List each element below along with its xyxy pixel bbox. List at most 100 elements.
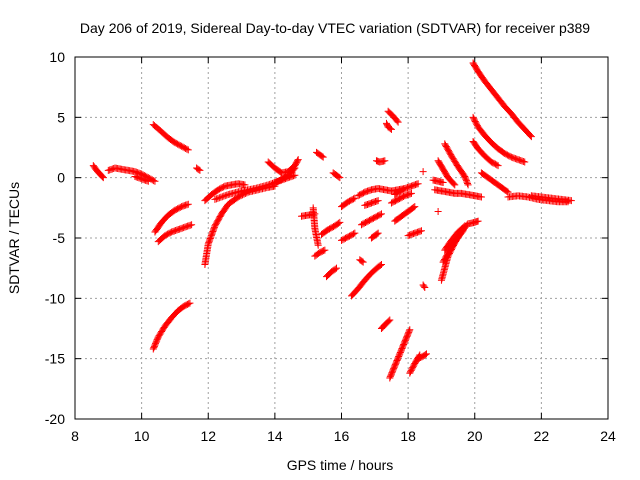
data-point <box>336 174 344 182</box>
data-point <box>464 181 472 189</box>
data-point <box>373 230 381 238</box>
data-point <box>376 211 384 219</box>
data-point <box>420 282 428 290</box>
data-point <box>150 177 158 185</box>
data-point <box>393 117 401 125</box>
data-point <box>410 203 418 211</box>
data-point <box>314 241 322 249</box>
data-point <box>333 264 341 272</box>
data-point <box>414 180 422 188</box>
plot-points <box>89 59 575 382</box>
data-point <box>214 194 222 202</box>
data-point <box>386 316 394 324</box>
data-point <box>494 162 502 170</box>
data-point <box>144 177 152 185</box>
x-tick-label: 24 <box>600 428 616 444</box>
data-point <box>434 207 442 215</box>
data-point <box>377 261 385 269</box>
data-point <box>349 230 357 238</box>
data-point <box>358 257 366 265</box>
data-point <box>474 217 482 225</box>
y-tick-label: -20 <box>45 411 65 427</box>
data-point <box>266 180 274 188</box>
data-point <box>567 197 575 205</box>
chart-title: Day 206 of 2019, Sidereal Day-to-day VTE… <box>80 20 590 36</box>
data-point <box>336 218 344 226</box>
data-point <box>294 156 302 164</box>
x-tick-label: 10 <box>134 428 150 444</box>
y-tick-label: 10 <box>49 49 65 65</box>
data-point <box>451 181 459 189</box>
data-point <box>407 189 415 197</box>
data-point <box>503 187 511 195</box>
data-point <box>421 351 429 359</box>
x-axis-label: GPS time / hours <box>287 457 394 473</box>
data-point <box>421 283 429 291</box>
data-point <box>239 191 247 199</box>
data-point <box>381 157 389 165</box>
data-point <box>188 221 196 229</box>
data-point <box>218 193 226 201</box>
data-point <box>374 229 382 237</box>
data-point <box>184 146 192 154</box>
plot-frame <box>74 56 609 420</box>
x-tick-label: 8 <box>71 428 79 444</box>
data-point <box>195 166 203 174</box>
y-tick-label: -10 <box>45 290 65 306</box>
data-point <box>349 195 357 203</box>
data-point <box>335 219 343 227</box>
data-point <box>223 191 231 199</box>
data-point <box>221 192 229 200</box>
data-point <box>521 158 529 166</box>
data-point <box>267 180 275 188</box>
data-point <box>183 145 191 153</box>
data-point <box>464 179 472 187</box>
data-point <box>319 153 327 161</box>
data-point <box>318 152 326 160</box>
data-point <box>151 177 159 185</box>
data-point <box>406 326 414 334</box>
data-point <box>335 173 343 181</box>
data-point <box>493 161 501 169</box>
data-point <box>374 197 382 205</box>
x-tick-label: 18 <box>400 428 416 444</box>
y-axis-label: SDTVAR / TECUs <box>6 182 22 294</box>
data-point <box>417 227 425 235</box>
data-point <box>385 317 393 325</box>
data-point <box>450 180 458 188</box>
data-point <box>399 186 407 194</box>
data-point <box>359 258 367 266</box>
data-point <box>526 132 534 140</box>
data-point <box>477 193 485 201</box>
data-point <box>377 210 385 218</box>
data-point <box>196 166 204 174</box>
x-tick-label: 22 <box>534 428 550 444</box>
data-point <box>220 192 228 200</box>
data-point <box>527 133 535 141</box>
data-point <box>99 174 107 182</box>
data-point <box>461 222 469 230</box>
data-point <box>264 181 272 189</box>
data-point <box>351 229 359 237</box>
data-point <box>460 223 468 231</box>
data-point <box>411 203 419 211</box>
y-tick-label: -5 <box>53 230 66 246</box>
data-point <box>186 299 194 307</box>
data-point <box>211 195 219 203</box>
data-point <box>215 194 223 202</box>
data-point <box>294 157 302 165</box>
data-point <box>387 125 395 133</box>
data-point <box>98 173 106 181</box>
data-point <box>321 246 329 254</box>
x-tick-label: 20 <box>467 428 483 444</box>
data-point <box>439 178 447 186</box>
data-point <box>422 350 430 358</box>
data-point <box>184 200 192 208</box>
data-point <box>98 172 106 180</box>
data-point <box>398 186 406 194</box>
x-tick-label: 12 <box>200 428 216 444</box>
tick-labels: 8 10 12 14 16 18 20 22 24 -20 -15 -10 -5 0 5 10 <box>45 49 616 444</box>
data-point <box>419 168 427 176</box>
x-tick-label: 16 <box>334 428 350 444</box>
